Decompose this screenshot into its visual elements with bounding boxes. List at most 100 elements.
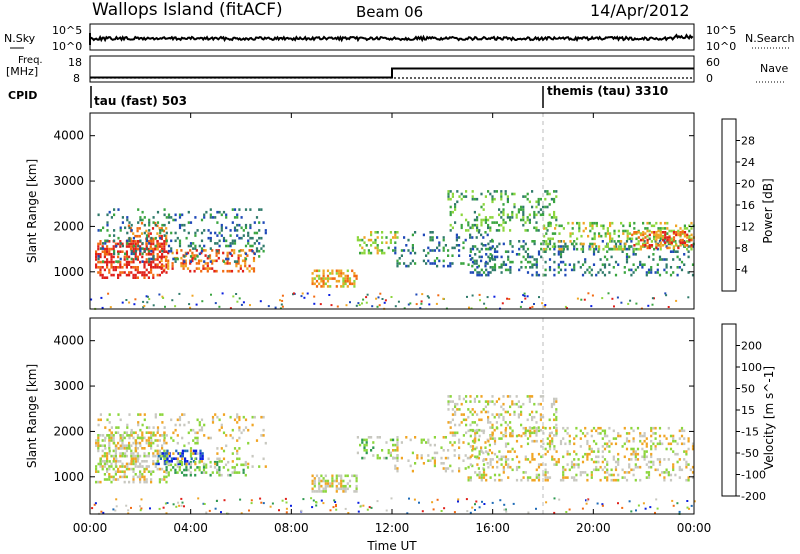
- velocity-cell: [518, 465, 521, 469]
- velocity-cell: [313, 477, 316, 480]
- power-cell: [108, 250, 111, 253]
- velocity-cell: [531, 478, 534, 482]
- velocity-cell: [586, 473, 589, 477]
- velocity-cell: [170, 418, 173, 422]
- power-cell: [342, 279, 345, 283]
- power-cell: [553, 268, 556, 272]
- velocity-cell: [123, 444, 126, 447]
- power-cell: [119, 240, 122, 243]
- velocity-cell: [326, 484, 330, 488]
- velocity-cell: [606, 471, 609, 474]
- power-cell: [178, 239, 182, 243]
- velocity-cell: [147, 470, 150, 473]
- power-cell: [658, 255, 662, 259]
- power-cell: [661, 236, 665, 239]
- power-cell: [447, 190, 450, 193]
- power-cell: [633, 244, 636, 247]
- velocity-cell: [456, 408, 459, 411]
- power-cell: [535, 266, 538, 269]
- velocity-cell: [175, 457, 178, 460]
- power-cell: [474, 268, 477, 272]
- velocity-cell: [106, 452, 109, 455]
- velocity-cell: [654, 447, 657, 451]
- velocity-cell: [176, 457, 179, 461]
- velocity-cell: [420, 438, 423, 442]
- power-cell: [442, 236, 445, 239]
- power-cell: [143, 231, 146, 235]
- velocity-cell: [162, 452, 165, 455]
- velocity-cell: [491, 434, 494, 437]
- power-cell: [226, 269, 229, 273]
- power-cell: [147, 271, 150, 274]
- power-cell: [509, 229, 512, 232]
- velocity-cell: [548, 432, 552, 435]
- velocity-cell: [370, 506, 373, 509]
- power-cell: [479, 299, 481, 302]
- power-cell: [447, 249, 450, 252]
- power-cell: [106, 260, 109, 264]
- velocity-cell: [335, 474, 338, 478]
- power-cell: [522, 247, 525, 251]
- power-cell: [134, 249, 138, 253]
- velocity-cell: [218, 471, 221, 474]
- power-cell: [348, 277, 352, 280]
- power-cell: [330, 304, 333, 307]
- velocity-cell: [542, 426, 545, 429]
- power-cell: [156, 273, 159, 277]
- velocity-cell: [115, 505, 118, 508]
- velocity-cell: [128, 467, 131, 471]
- velocity-cell: [365, 449, 368, 452]
- velocity-cell: [537, 473, 541, 477]
- velocity-cell: [447, 421, 450, 424]
- power-cell: [455, 244, 458, 247]
- power-cell: [533, 263, 536, 266]
- power-cell: [189, 221, 193, 224]
- power-cell: [230, 254, 234, 257]
- power-cell: [119, 271, 122, 274]
- power-cell: [683, 253, 686, 256]
- velocity-cell: [235, 471, 239, 474]
- power-cell: [564, 242, 567, 246]
- velocity-cell: [645, 450, 648, 453]
- power-cell: [504, 268, 508, 272]
- power-cell: [366, 293, 369, 296]
- power-cell: [170, 249, 173, 253]
- power-cell: [498, 229, 501, 232]
- velocity-cell: [159, 413, 162, 416]
- velocity-cell: [433, 464, 436, 468]
- velocity-cell: [201, 457, 204, 460]
- velocity-cell: [565, 511, 568, 513]
- power-cell: [178, 244, 182, 248]
- power-cell: [396, 231, 399, 234]
- velocity-cell: [158, 480, 161, 484]
- power-cell: [331, 269, 334, 273]
- power-cell: [248, 249, 251, 252]
- velocity-cell: [108, 428, 111, 432]
- velocity-cell: [165, 434, 168, 437]
- power-cell: [476, 197, 479, 201]
- power-cell: [236, 300, 239, 303]
- power-cell: [524, 195, 527, 198]
- power-cell: [163, 250, 166, 253]
- velocity-cell: [630, 510, 633, 513]
- power-cell: [147, 232, 150, 235]
- velocity-cell: [139, 475, 142, 479]
- velocity-cell: [539, 415, 542, 419]
- power-cell: [110, 247, 113, 251]
- power-cell: [571, 227, 574, 230]
- power-cell: [146, 295, 149, 298]
- power-cell: [433, 259, 436, 263]
- power-cell: [487, 255, 490, 259]
- velocity-cell: [407, 459, 410, 462]
- power-cell: [646, 234, 649, 238]
- velocity-cell: [663, 434, 666, 438]
- velocity-cell: [147, 454, 150, 458]
- velocity-cell: [632, 452, 635, 456]
- velocity-cell: [187, 468, 190, 472]
- power-cell: [359, 238, 362, 242]
- power-cell: [582, 242, 585, 246]
- power-cell: [160, 234, 163, 238]
- power-cell: [132, 247, 135, 251]
- power-cell: [663, 240, 666, 243]
- power-cell: [184, 264, 187, 268]
